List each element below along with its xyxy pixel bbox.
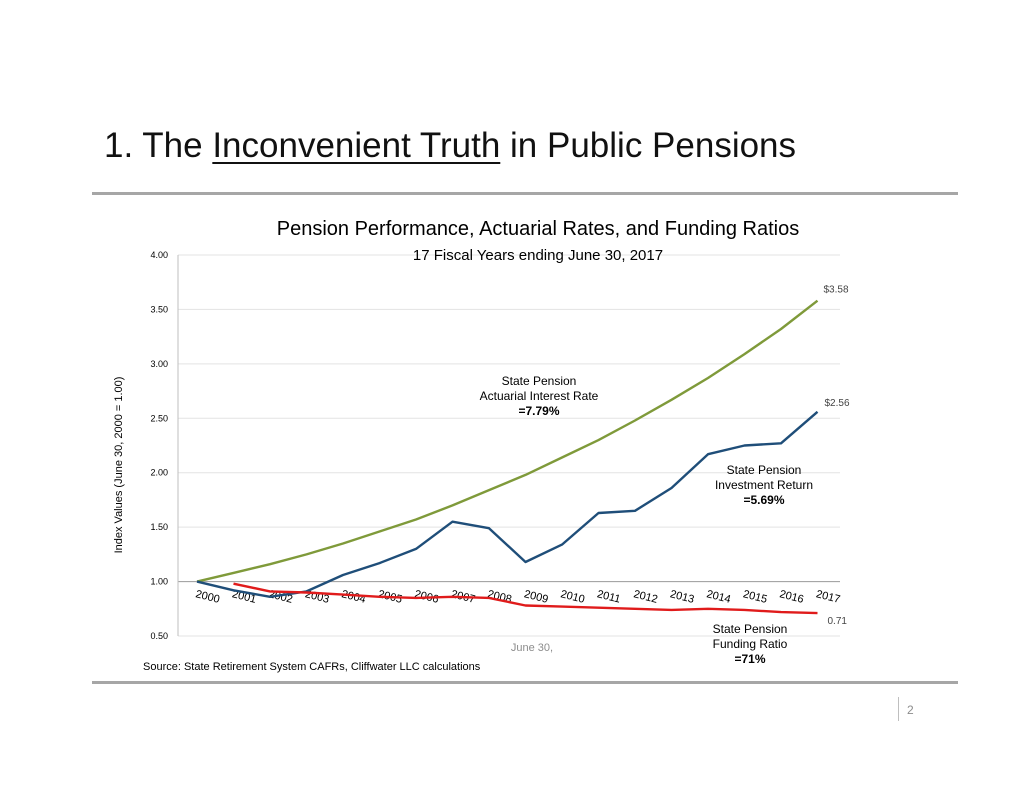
x-tick-label-2012: 2012 (632, 588, 659, 606)
funding-series-line (233, 582, 818, 615)
title-prefix: 1. The (104, 126, 213, 165)
chart-title: Pension Performance, Actuarial Rates, an… (277, 218, 800, 240)
actuarial-callout: State Pension Actuarial Interest Rate =7.7… (480, 374, 599, 418)
actuarial-end-label: $3.58 (824, 285, 849, 296)
x-tick-label-2016: 2016 (778, 588, 805, 606)
investment-callout-line-0: State Pension (727, 463, 802, 477)
y-tick-label-4: 2.50 (150, 413, 168, 423)
source-note: Source: State Retirement System CAFRs, C… (143, 661, 481, 673)
funding-callout: State Pension Funding Ratio =71% (713, 622, 788, 666)
investment-callout: State Pension Investment Return =5.69% (715, 463, 813, 507)
x-tick-label-2014: 2014 (705, 588, 732, 606)
actuarial-series-line (196, 299, 819, 583)
page-number: 2 (907, 703, 914, 717)
funding-callout-line-1: Funding Ratio (713, 637, 788, 651)
x-tick-label-2015: 2015 (742, 588, 769, 606)
x-tick-label-2004: 2004 (340, 588, 367, 606)
funding-end-label: 0.71 (828, 616, 848, 627)
y-tick-label-3: 2.00 (150, 468, 168, 478)
y-axis-label: Index Values (June 30, 2000 = 1.00) (113, 377, 125, 554)
actuarial-callout-line-1: Actuarial Interest Rate (480, 389, 599, 403)
y-tick-label-2: 1.50 (150, 522, 168, 532)
actuarial-callout-line-2: =7.79% (518, 404, 559, 418)
grid-layer (178, 254, 840, 637)
y-tick-label-1: 1.00 (150, 577, 168, 587)
x-tick-label-2009: 2009 (523, 588, 550, 606)
x-tick-label-2000: 2000 (194, 588, 221, 606)
x-tick-label-2013: 2013 (669, 588, 696, 606)
y-tick-label-5: 3.00 (150, 359, 168, 369)
series-layer (196, 299, 819, 615)
footer-divider (92, 681, 958, 684)
x-tick-label-2017: 2017 (815, 588, 842, 606)
investment-callout-line-1: Investment Return (715, 478, 813, 492)
funding-callout-line-0: State Pension (713, 622, 788, 636)
x-tick-label-2011: 2011 (596, 588, 622, 605)
actuarial-callout-line-0: State Pension (502, 374, 577, 388)
investment-end-label: $2.56 (825, 398, 850, 409)
funding-callout-line-2: =71% (734, 652, 765, 666)
x-axis-label: June 30, (511, 642, 553, 654)
title-suffix: in Public Pensions (500, 126, 797, 165)
chart-subtitle: 17 Fiscal Years ending June 30, 2017 (413, 247, 663, 264)
y-tick-label-6: 3.50 (150, 304, 168, 314)
x-tick-label-2010: 2010 (559, 588, 586, 606)
investment-series-line (196, 410, 819, 598)
investment-callout-line-2: =5.69% (743, 493, 784, 507)
title-emphasis: Inconvenient Truth (212, 126, 501, 165)
title-divider (92, 192, 958, 195)
y-tick-label-0: 0.50 (150, 631, 168, 641)
y-tick-label-7: 4.00 (150, 250, 168, 260)
page-number-separator (898, 697, 899, 721)
slide-title: 1. The Inconvenient Truth in Public Pens… (104, 126, 796, 166)
